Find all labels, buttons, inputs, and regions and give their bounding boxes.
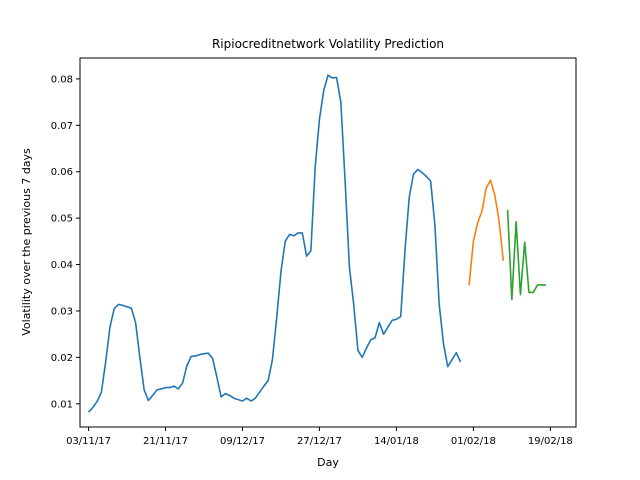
y-tick-label: 0.02 [51,353,73,364]
x-tick-label: 03/11/17 [66,436,111,447]
y-tick-label: 0.01 [51,399,73,410]
y-axis-ticks: 0.01 0.02 0.03 0.04 0.05 0.06 0.07 0.08 [51,74,80,410]
y-tick-label: 0.04 [51,260,73,271]
y-tick-label: 0.08 [51,74,73,85]
y-tick-label: 0.05 [51,214,73,225]
y-tick-label: 0.06 [51,167,73,178]
x-tick-label: 14/01/18 [374,436,419,447]
series-line-1 [87,74,462,413]
series-line-3 [506,209,547,301]
x-tick-label: 09/12/17 [220,436,265,447]
series-line-2 [468,179,505,286]
x-axis-ticks: 03/11/17 21/11/17 09/12/17 27/12/17 14/01/18… [66,427,573,447]
y-tick-label: 0.07 [51,121,73,132]
x-axis-label: Day [317,456,339,469]
chart-title: Ripiocreditnetwork Volatility Prediction [212,37,444,51]
x-tick-label: 01/02/18 [451,436,496,447]
y-axis-label: Volatility over the previous 7 days [20,148,33,336]
x-tick-label: 19/02/18 [528,436,573,447]
x-tick-label: 21/11/17 [143,436,188,447]
series-layer [87,74,547,413]
x-tick-label: 27/12/17 [297,436,342,447]
plot-area-frame [79,57,577,428]
y-tick-label: 0.03 [51,306,73,317]
